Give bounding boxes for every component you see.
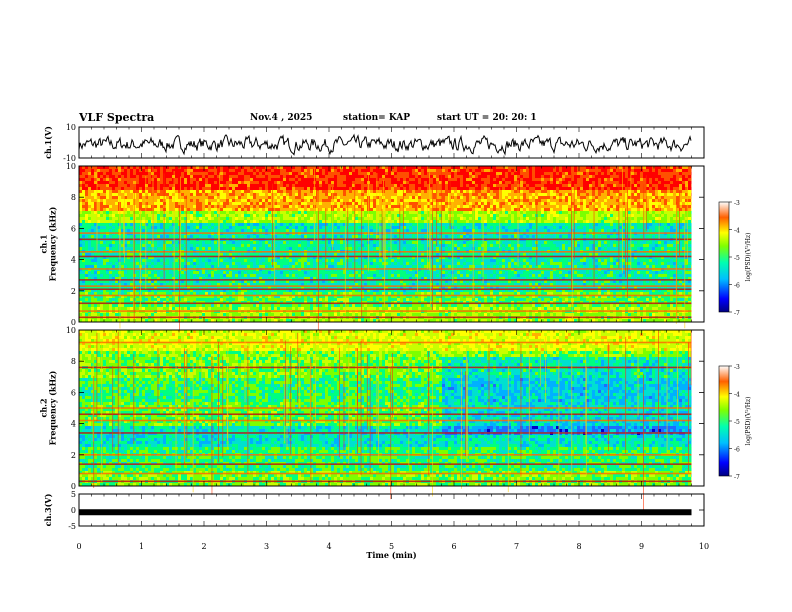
band-1.2khz: [79, 302, 692, 305]
band-1.7khz: [79, 294, 692, 297]
x-tick-label: 0: [76, 542, 81, 551]
y-tick-label: 4: [71, 256, 76, 265]
band-0.7khz: [79, 310, 692, 312]
y-axis-label: Frequency (kHz): [48, 370, 58, 445]
x-tick-label: 10: [699, 542, 709, 551]
y-axis-label: ch.1(V): [43, 126, 53, 159]
band-4.2khz: [79, 419, 692, 422]
y-tick-label: 0: [71, 506, 76, 515]
colorbar-tick-label: -4: [734, 228, 740, 235]
no-data-region: [691, 330, 704, 486]
band-2.7khz: [79, 279, 692, 281]
colorbar-label: log(PSD)(V²/Hz): [745, 397, 752, 446]
x-tick-label: 7: [514, 542, 519, 551]
colorbar-label: log(PSD)(V²/Hz): [745, 233, 752, 282]
y-tick-label: 2: [71, 451, 76, 460]
x-tick-label: 6: [451, 542, 456, 551]
colorbar-tick-label: -3: [734, 364, 740, 371]
band-0.3khz: [79, 316, 692, 319]
band-3.4khz: [79, 432, 692, 434]
colorbar-tick-label: -6: [734, 283, 740, 290]
chart-title: VLF Spectra: [79, 111, 154, 124]
band-2khz: [79, 454, 692, 456]
no-data-region: [691, 166, 704, 322]
panel-2: -3 -4 -5 -6 -7 log(PSD)(V²/Hz) 10 8 6 4 2 0 ch.1 Freq…: [39, 162, 752, 342]
x-tick-label: 4: [326, 542, 331, 551]
y-tick-label: 8: [71, 357, 76, 366]
y-tick-label: 4: [71, 420, 76, 429]
band-5khz: [79, 407, 692, 409]
x-tick-label: 5: [389, 542, 394, 551]
band-4.6khz: [79, 413, 692, 416]
band-9.2khz: [79, 341, 692, 344]
colorbar-tick-label: -6: [734, 447, 740, 454]
colorbar-tick-label: -5: [734, 419, 740, 426]
x-axis-label: Time (min): [366, 550, 416, 560]
spectrogram-cells: [79, 166, 694, 322]
panel-1: 10 -10 ch.1(V): [43, 123, 705, 163]
y-axis-label: ch.1: [39, 234, 49, 253]
panel-4: 5 0 -5 ch.3(V) 0 1 2 3 4 5 6 7 8 9 10 Time (min): [43, 490, 709, 560]
start-time-label: start UT = 20: 20: 1: [437, 113, 537, 123]
y-tick-label: 10: [66, 326, 76, 335]
y-axis-label: Frequency (kHz): [48, 206, 58, 281]
y-tick-label: 6: [71, 388, 76, 397]
y-tick-label: 0: [71, 318, 76, 327]
date-label: Nov.4 , 2025: [250, 113, 312, 123]
x-tick-label: 9: [639, 542, 644, 551]
colorbar-tick-label: -7: [734, 474, 740, 481]
band-0.8khz: [79, 472, 692, 475]
x-tick-label: 1: [139, 542, 144, 551]
y-tick-label: -10: [63, 154, 76, 163]
colorbar-tick-label: -5: [734, 255, 740, 262]
y-axis-label: ch.2: [39, 398, 49, 417]
y-tick-label: 10: [66, 162, 76, 171]
band-0.3khz: [79, 480, 692, 483]
y-tick-label: -5: [68, 522, 76, 531]
x-tick-label: 2: [201, 542, 206, 551]
x-tick-label: 3: [264, 542, 269, 551]
colorbar: [718, 365, 730, 477]
colorbar-tick-label: -7: [734, 310, 740, 317]
y-tick-label: 6: [71, 224, 76, 233]
colorbar: [718, 201, 730, 313]
band-2.3khz: [79, 285, 692, 287]
y-axis-label: ch.3(V): [43, 493, 53, 526]
x-tick-label: 8: [576, 542, 581, 551]
colorbar-tick-label: -3: [734, 200, 740, 207]
band-3.4khz: [79, 268, 692, 270]
y-tick-label: 5: [71, 490, 76, 499]
colorbar-tick-label: -4: [734, 392, 740, 399]
band-7.6khz: [79, 366, 692, 369]
station-label: station= KAP: [343, 113, 410, 123]
ch1-waveform: [78, 133, 692, 156]
y-tick-label: 2: [71, 287, 76, 296]
panel-3: -3 -4 -5 -6 -7 log(PSD)(V²/Hz) 10 8 6 4 2 0 ch.2 Freq…: [39, 326, 752, 510]
ch3-trace: [79, 509, 692, 516]
band-2.1khz: [79, 288, 692, 291]
y-tick-label: 10: [66, 123, 76, 132]
y-tick-label: 8: [71, 193, 76, 202]
band-1.4khz: [79, 463, 692, 465]
y-tick-label: 0: [71, 482, 76, 491]
